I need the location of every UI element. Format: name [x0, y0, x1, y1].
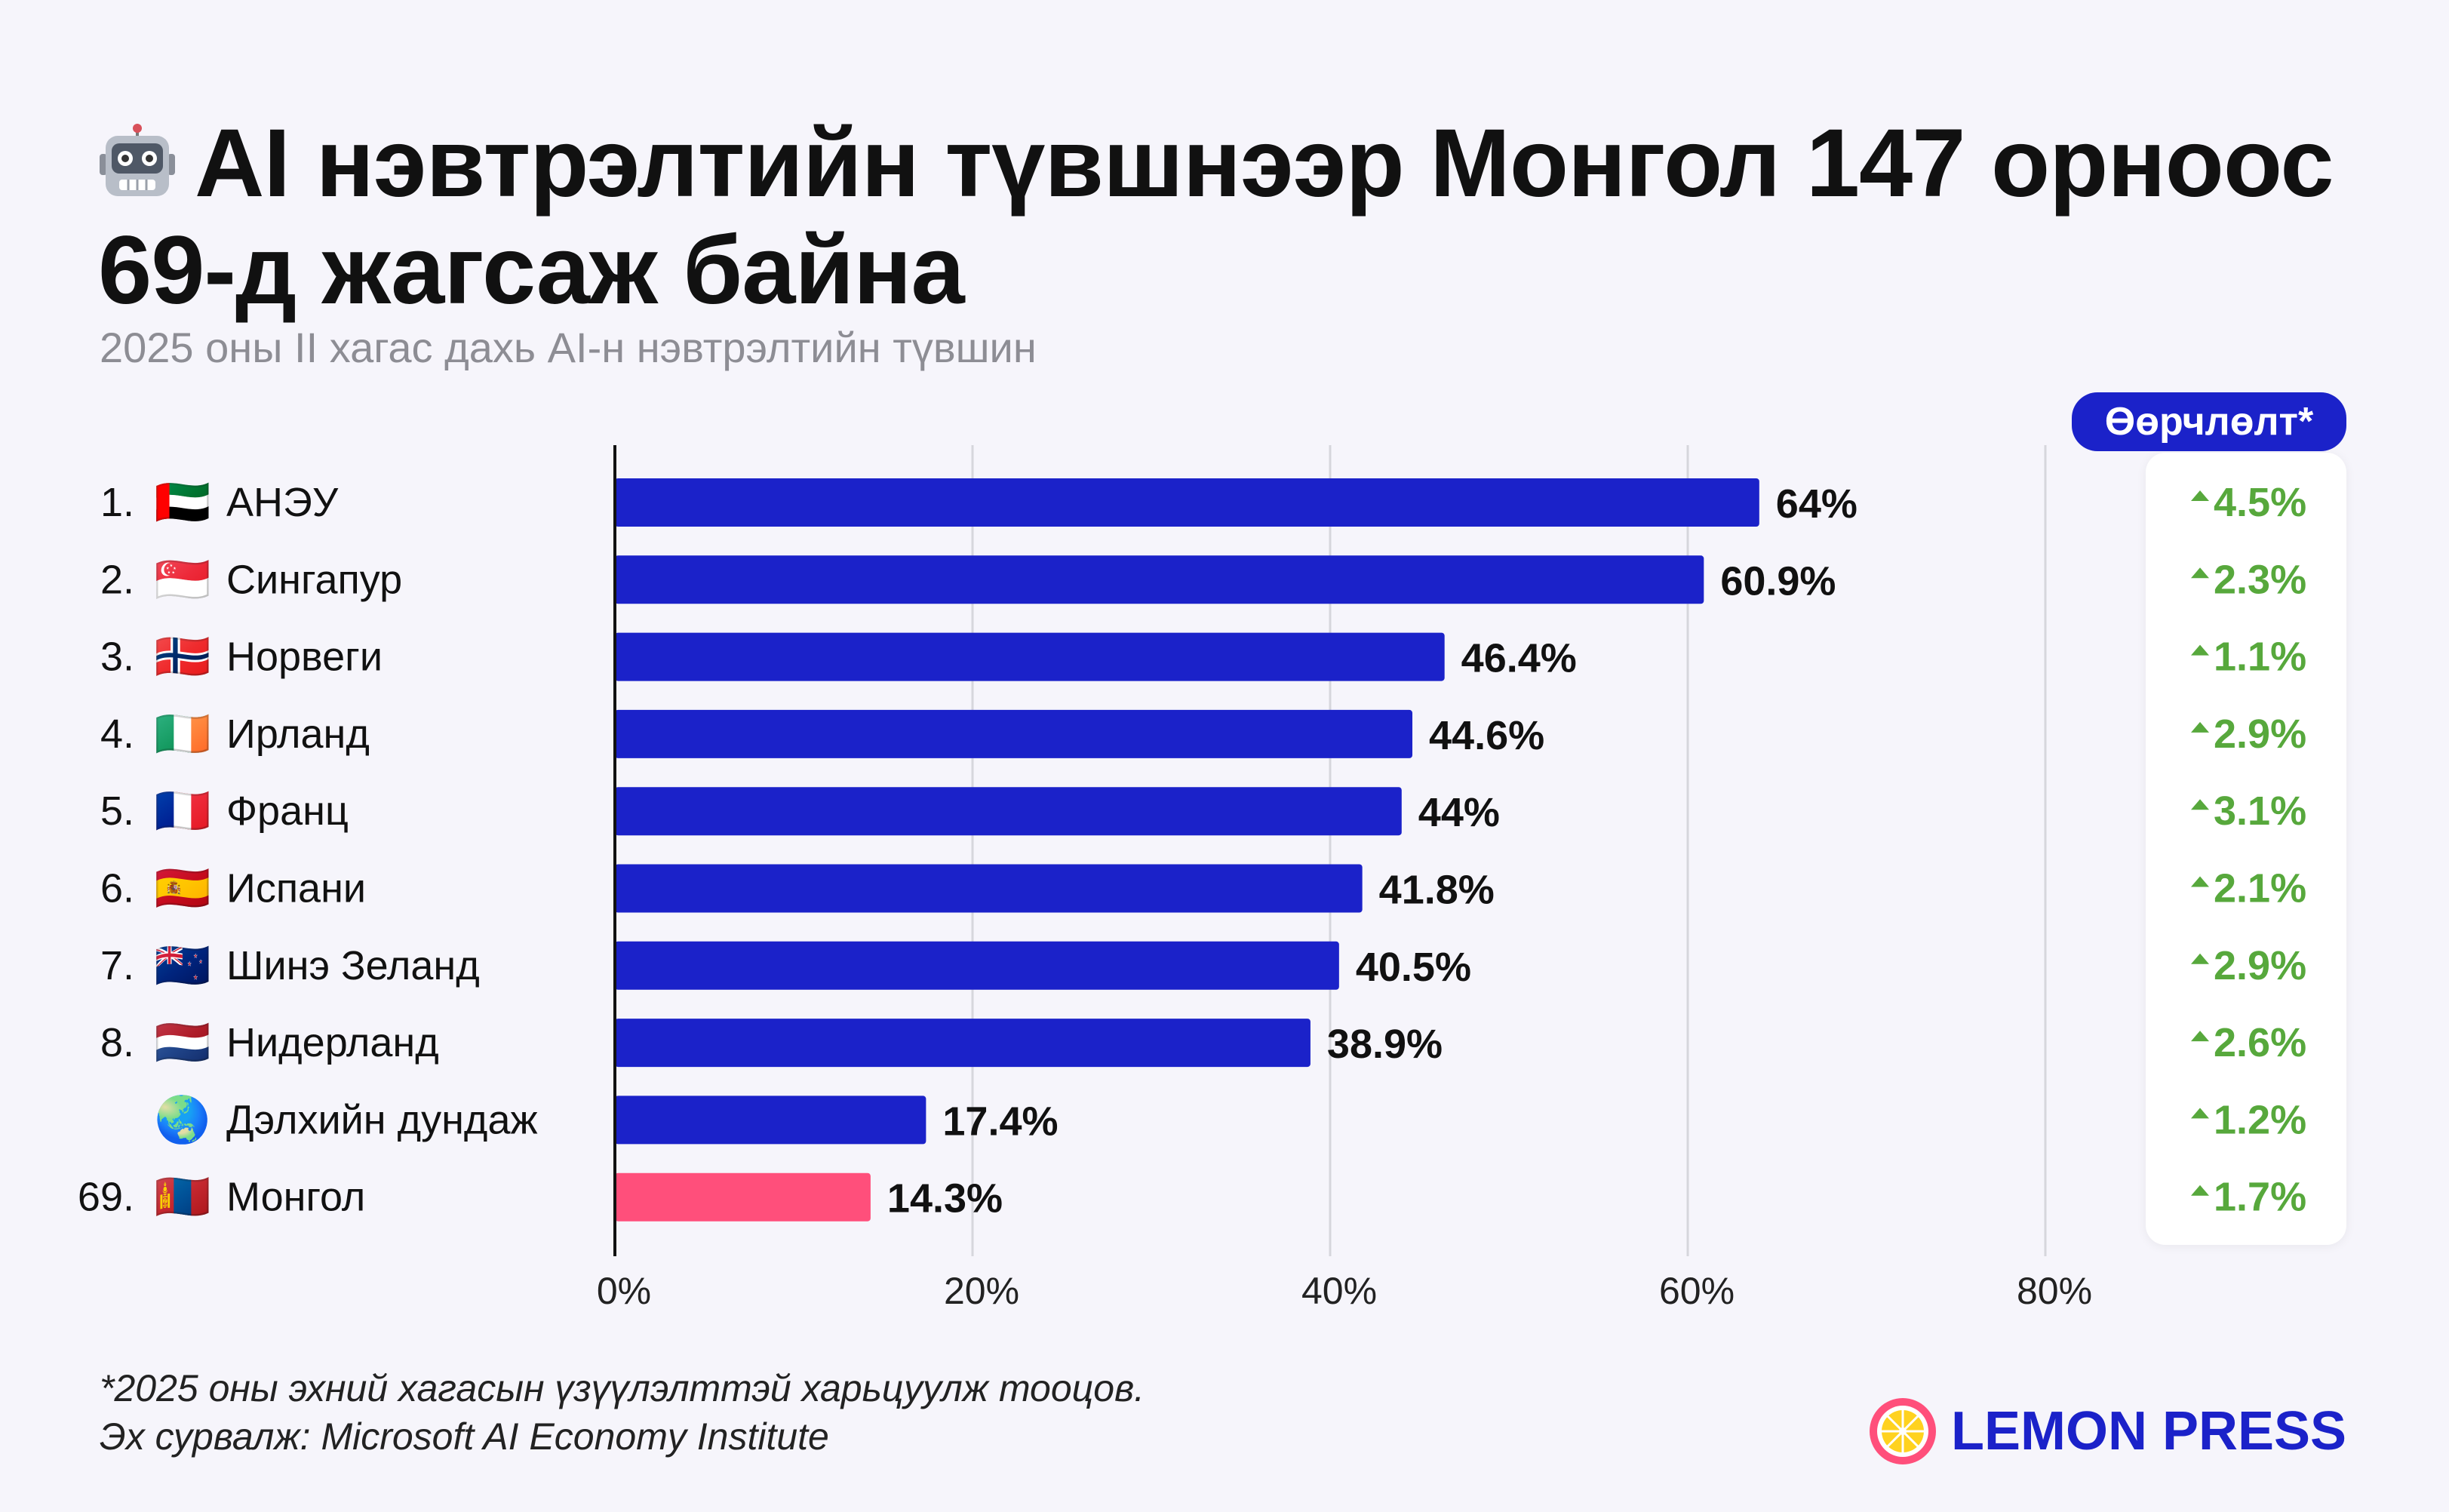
country-label: Шинэ Зеланд: [226, 943, 480, 988]
bar: [615, 709, 1413, 758]
up-arrow-icon: [2191, 1185, 2209, 1196]
footnote-source: Эх сурвалж: Microsoft AI Economy Institu…: [100, 1415, 829, 1458]
bar: [615, 787, 1402, 836]
value-label: 40.5%: [1356, 945, 1471, 990]
up-arrow-icon: [2191, 1108, 2209, 1119]
country-label: Ирланд: [226, 711, 370, 757]
delta-value: 1.1%: [2214, 635, 2306, 680]
delta-value: 2.9%: [2214, 943, 2306, 988]
up-arrow-icon: [2191, 1031, 2209, 1042]
flag-icon: 🇮🇪: [155, 708, 211, 759]
flag-icon: 🇫🇷: [155, 785, 211, 836]
delta-value: 4.5%: [2214, 480, 2306, 525]
delta-value: 2.1%: [2214, 866, 2306, 911]
brand-logo[interactable]: LEMON PRESS: [1867, 1390, 2346, 1473]
country-label: Нидерланд: [226, 1020, 439, 1065]
delta-value: 3.1%: [2214, 788, 2306, 834]
logo-text: LEMON PRESS: [1951, 1401, 2347, 1461]
rank-label: 69.: [78, 1175, 134, 1220]
bar: [615, 632, 1445, 681]
bar: [615, 478, 1759, 527]
up-arrow-icon: [2191, 799, 2209, 810]
delta-panel: [2146, 453, 2346, 1245]
value-label: 64%: [1776, 481, 1857, 527]
title-text: AI нэвтрэлтийн түвшнээр Монгол 147 орноо…: [98, 109, 2334, 324]
up-arrow-icon: [2191, 721, 2209, 733]
rank-label: 1.: [100, 480, 134, 525]
chart-subtitle: 2025 оны II хагас дахь AI-н нэвтрэлтийн …: [100, 324, 1037, 371]
bar: [615, 864, 1363, 913]
flag-icon: 🌏: [155, 1093, 211, 1145]
up-arrow-icon: [2191, 567, 2209, 579]
footnote-note: *2025 оны эхний хагасын үзүүлэлттэй харь…: [100, 1367, 1145, 1409]
value-label: 14.3%: [887, 1176, 1003, 1222]
delta-value: 1.2%: [2214, 1097, 2306, 1142]
country-label: Дэлхийн дундаж: [226, 1097, 538, 1142]
flag-icon: 🇸🇬: [155, 554, 211, 604]
value-label: 46.4%: [1461, 636, 1577, 681]
value-label: 38.9%: [1327, 1022, 1443, 1067]
x-tick-label: 20%: [944, 1270, 1019, 1312]
flag-icon: 🇲🇳: [155, 1172, 211, 1222]
rank-label: 3.: [100, 635, 134, 680]
rank-label: 5.: [100, 788, 134, 834]
flag-icon: 🇳🇴: [155, 632, 211, 682]
bar: [615, 1019, 1311, 1068]
delta-value: 2.6%: [2214, 1020, 2306, 1065]
up-arrow-icon: [2191, 876, 2209, 887]
rank-label: 6.: [100, 866, 134, 911]
country-label: Франц: [226, 788, 349, 834]
x-tick-label: 80%: [2017, 1270, 2092, 1312]
chart-title: AI нэвтрэлтийн түвшнээр Монгол 147 орноо…: [98, 113, 2399, 321]
x-tick-label: 60%: [1659, 1270, 1735, 1312]
rank-label: 7.: [100, 943, 134, 988]
up-arrow-icon: [2191, 953, 2209, 964]
robot-icon: [98, 119, 177, 220]
bar: [615, 555, 1704, 604]
rank-label: 8.: [100, 1020, 134, 1065]
flag-icon: 🇳🇿: [155, 940, 211, 991]
value-label: 44%: [1418, 790, 1500, 835]
flag-icon: 🇳🇱: [155, 1017, 211, 1068]
delta-value: 1.7%: [2214, 1175, 2306, 1220]
country-label: Сингапур: [226, 557, 402, 602]
country-label: Норвеги: [226, 635, 383, 680]
value-label: 44.6%: [1429, 713, 1544, 758]
x-tick-label: 40%: [1301, 1270, 1377, 1312]
up-arrow-icon: [2191, 644, 2209, 656]
value-label: 60.9%: [1720, 558, 1836, 604]
lemon-icon: [1870, 1398, 1936, 1464]
footnote: *2025 оны эхний хагасын үзүүлэлттэй харь…: [100, 1364, 1145, 1461]
delta-header: Өөрчлөлт*: [2072, 392, 2346, 451]
up-arrow-icon: [2191, 490, 2209, 501]
country-label: Испани: [226, 866, 366, 911]
bar: [615, 941, 1339, 990]
flag-icon: 🇦🇪: [155, 477, 211, 527]
rank-label: 2.: [100, 557, 134, 602]
rank-label: 4.: [100, 711, 134, 757]
country-label: Монгол: [226, 1175, 365, 1220]
delta-value: 2.9%: [2214, 711, 2306, 757]
country-label: АНЭУ: [226, 480, 339, 525]
delta-value: 2.3%: [2214, 557, 2306, 602]
flag-icon: 🇪🇸: [155, 863, 211, 914]
bar: [615, 1096, 926, 1145]
value-label: 41.8%: [1379, 868, 1495, 913]
x-tick-label: 0%: [597, 1270, 651, 1312]
value-label: 17.4%: [942, 1099, 1058, 1144]
bar: [615, 1172, 871, 1222]
